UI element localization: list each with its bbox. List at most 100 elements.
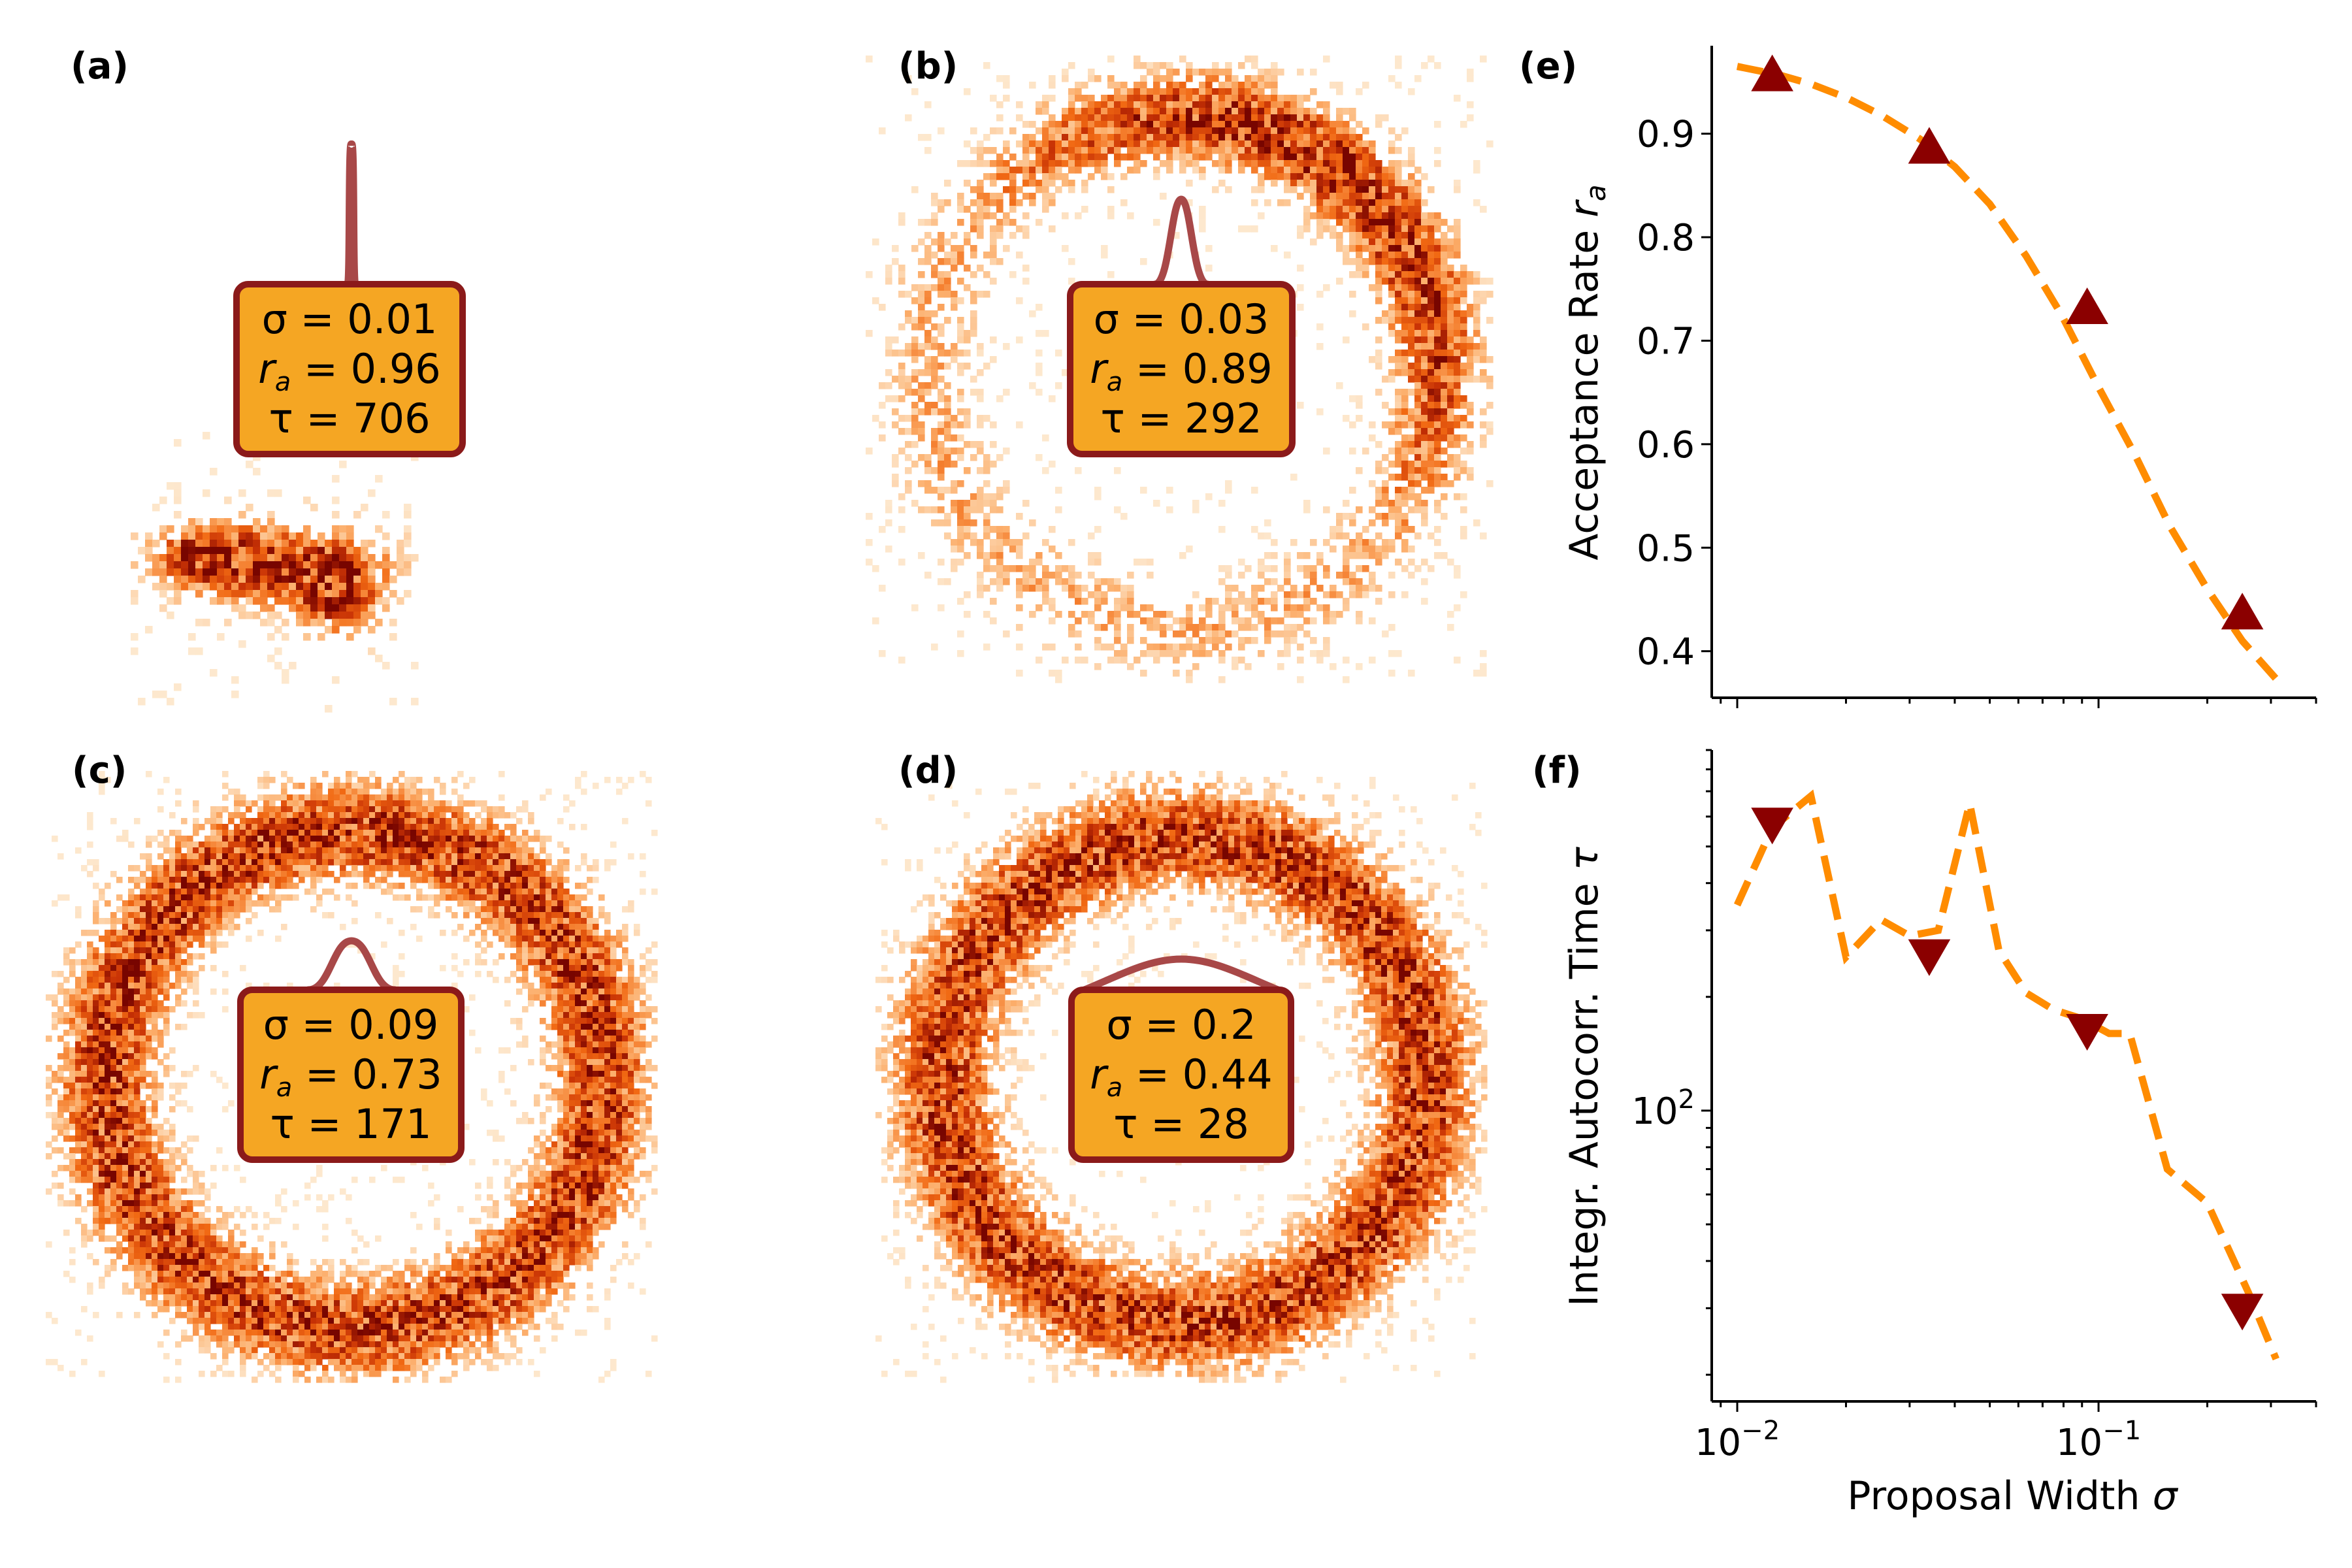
heat-cell <box>1277 140 1284 148</box>
heat-cell <box>146 936 152 942</box>
heat-cell <box>240 1177 246 1183</box>
heat-cell <box>1323 644 1330 651</box>
heat-cell <box>274 647 282 655</box>
heat-cell <box>128 924 135 930</box>
heat-cell <box>938 323 945 331</box>
heat-cell <box>1343 500 1350 507</box>
heat-cell <box>1362 212 1369 220</box>
heat-cell <box>1343 552 1350 559</box>
heat-cell <box>1460 421 1467 429</box>
heat-cell <box>222 1306 229 1313</box>
heat-cell <box>1388 147 1396 154</box>
heat-cell <box>222 883 229 889</box>
heat-cell <box>1388 624 1396 631</box>
heat-cell <box>210 1312 217 1318</box>
heat-cell <box>1454 461 1461 468</box>
heat-cell <box>169 1165 176 1171</box>
heat-cell <box>199 1253 205 1260</box>
heat-cell <box>99 1171 105 1177</box>
heat-cell <box>1173 140 1180 148</box>
heat-cell <box>210 1318 217 1324</box>
heat-cell <box>1140 670 1147 677</box>
heat-cell <box>368 540 376 547</box>
heat-cell <box>75 1159 82 1166</box>
heat-cell <box>152 691 160 698</box>
heat-cell <box>944 258 951 265</box>
heat-cell <box>1003 487 1010 494</box>
heat-cell <box>146 1247 152 1254</box>
heat-cell <box>1258 147 1265 154</box>
heat-cell <box>1323 591 1330 598</box>
heat-cell <box>964 88 971 95</box>
heat-cell <box>990 95 997 102</box>
heat-cell <box>1068 114 1075 122</box>
heat-cell <box>404 561 412 569</box>
heat-cell <box>152 894 158 901</box>
heat-cell <box>1147 644 1154 651</box>
heat-cell <box>105 1006 111 1013</box>
heat-cell <box>69 1177 76 1183</box>
heat-cell <box>210 1335 217 1342</box>
heat-cell <box>970 519 977 527</box>
heat-cell <box>1101 173 1108 180</box>
heat-cell <box>1003 82 1010 89</box>
heat-cell <box>187 1277 193 1283</box>
heat-cell <box>983 173 990 180</box>
heat-cell <box>175 1294 182 1301</box>
heat-cell <box>204 1241 211 1248</box>
heat-cell <box>87 941 93 948</box>
heat-cell <box>1022 572 1030 579</box>
heat-cell <box>140 1006 146 1013</box>
heat-cell <box>1225 186 1232 193</box>
heat-cell <box>193 1218 199 1224</box>
heat-cell <box>195 540 203 547</box>
heat-cell <box>122 1183 129 1189</box>
heat-cell <box>181 936 188 942</box>
heat-cell <box>944 363 951 370</box>
heat-cell <box>146 889 152 895</box>
heat-cell <box>222 794 229 801</box>
heat-cell <box>240 1306 246 1313</box>
heat-cell <box>1114 82 1121 89</box>
heat-cell <box>866 559 873 566</box>
heat-cell <box>1414 317 1422 324</box>
heat-cell <box>1042 95 1049 102</box>
heat-cell <box>964 526 971 533</box>
heat-cell <box>128 1183 135 1189</box>
heat-cell <box>216 1300 223 1307</box>
heat-cell <box>964 408 971 416</box>
heat-cell <box>128 918 135 924</box>
heat-cell <box>289 604 297 612</box>
heat-cell <box>234 877 240 883</box>
heat-cell <box>134 1218 140 1224</box>
heat-cell <box>1062 108 1069 115</box>
heat-cell <box>1081 180 1088 187</box>
heat-cell <box>1323 154 1330 161</box>
heat-cell <box>116 994 123 1001</box>
heat-cell <box>1134 62 1141 69</box>
heat-cell <box>93 1059 99 1066</box>
heat-cell <box>1081 114 1088 122</box>
heat-cell <box>1225 127 1232 135</box>
heat-cell <box>1303 591 1311 598</box>
heat-cell <box>146 1188 152 1195</box>
heat-cell <box>1205 611 1213 618</box>
heat-cell <box>1186 134 1193 141</box>
heat-cell <box>1042 186 1049 193</box>
heat-cell <box>210 1277 217 1283</box>
heat-cell <box>163 859 170 866</box>
heat-cell <box>1258 173 1265 180</box>
heat-cell <box>253 554 261 562</box>
heat-cell <box>1075 644 1082 651</box>
heat-cell <box>1369 219 1376 226</box>
heat-cell <box>1049 598 1056 605</box>
heat-cell <box>267 576 275 583</box>
heat-cell <box>303 583 311 591</box>
heat-cell <box>1277 114 1284 122</box>
heat-cell <box>1022 167 1030 174</box>
heat-cell <box>216 894 223 901</box>
heat-cell <box>240 1312 246 1318</box>
heat-cell <box>187 1106 193 1113</box>
heat-cell <box>977 448 984 455</box>
heat-cell <box>63 947 70 954</box>
